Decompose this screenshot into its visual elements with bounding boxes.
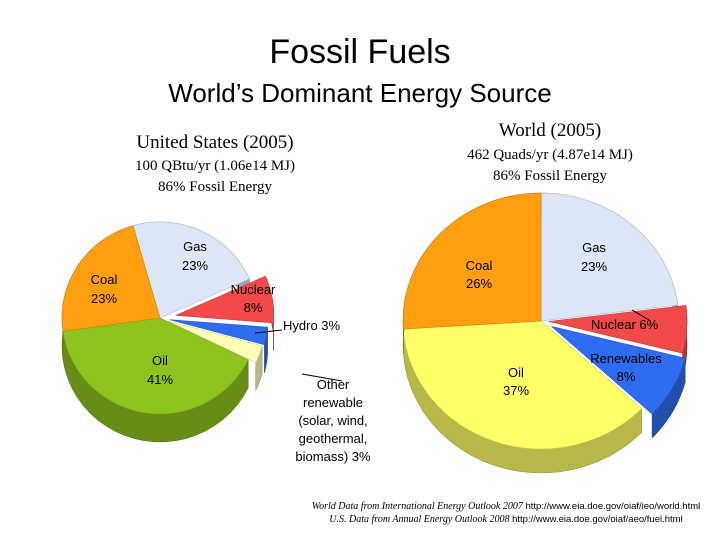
world-coal-label: Coal 26% (466, 258, 493, 291)
world-pie-chart (402, 192, 688, 474)
world-slice-renewables (551, 326, 686, 439)
us-other-line-4: geothermal, (299, 431, 368, 446)
us-slice-top-3 (167, 320, 263, 364)
us-subtitle-line-1: 100 QBtu/yr (1.06e14 MJ) (135, 158, 295, 174)
us-gas-value: 23% (182, 258, 208, 273)
us-coal-label: Coal 23% (91, 272, 118, 306)
world-renewables-value: 8% (617, 369, 636, 384)
world-gas-label: Gas 23% (581, 240, 607, 274)
world-slice-top-2 (551, 326, 686, 415)
us-hydro-label: Hydro 3% (283, 318, 341, 333)
world-coal-name: Coal (466, 258, 493, 273)
world-renewables-label: Renewables 8% (590, 351, 662, 384)
us-subtitle-line-2: 86% Fossil Energy (158, 179, 272, 195)
world-slice-top-4 (402, 192, 542, 330)
us-oil-name: Oil (152, 353, 168, 368)
us-slice-top-4 (62, 317, 249, 415)
us-slice-gas (132, 221, 250, 319)
world-oil-name: Oil (508, 365, 524, 380)
us-nuclear-label: Nuclear 8% (231, 282, 276, 315)
slide-title: Fossil Fuels (269, 33, 451, 71)
us-other-line-3: (solar, wind, (298, 413, 367, 428)
us-oil-label: Oil 41% (147, 353, 173, 387)
us-chart-subtitle: 100 QBtu/yr (1.06e14 MJ) 86% Fossil Ener… (95, 156, 335, 198)
world-subtitle-line-2: 86% Fossil Energy (493, 168, 607, 184)
world-gas-value: 23% (581, 259, 607, 274)
us-slice-top-1 (175, 275, 275, 324)
us-chart-title: United States (2005) (136, 132, 294, 153)
us-slice-oil (62, 317, 249, 443)
source-world: World Data from International Energy Out… (296, 500, 716, 513)
source-us: U.S. Data from Annual Energy Outlook 200… (296, 513, 716, 526)
us-pie-chart (61, 221, 275, 443)
us-other-leader (301, 373, 343, 382)
world-subtitle-line-1: 462 Quads/yr (4.87e14 MJ) (467, 147, 633, 163)
source-world-text: World Data from International Energy Out… (311, 501, 523, 512)
us-coal-name: Coal (91, 272, 118, 287)
us-other-label: Other renewable (solar, wind, geothermal… (295, 377, 371, 464)
us-nuclear-value: 8% (244, 300, 263, 315)
world-coal-value: 26% (466, 276, 492, 291)
us-nuclear-name: Nuclear (231, 282, 276, 297)
world-slice-top-3 (402, 320, 643, 450)
world-oil-label: Oil 37% (503, 365, 529, 398)
source-world-url[interactable]: http://www.eia.doe.gov/oiaf/ieo/world.ht… (525, 501, 701, 512)
us-slice-other (167, 320, 263, 391)
world-oil-value: 37% (503, 383, 529, 398)
us-oil-value: 41% (147, 372, 173, 387)
data-sources: World Data from International Energy Out… (296, 500, 716, 526)
us-other-line-5: biomass) 3% (295, 449, 371, 464)
us-coal-value: 23% (91, 291, 117, 306)
us-slice-top-0 (132, 221, 250, 319)
us-gas-name: Gas (183, 239, 207, 254)
world-slice-coal (402, 192, 542, 354)
world-slice-top-0 (540, 192, 679, 322)
slide-subtitle: World’s Dominant Energy Source (168, 78, 552, 108)
us-slice-coal (61, 225, 161, 360)
us-slice-nuclear (175, 275, 275, 351)
us-other-line-2: renewable (303, 395, 363, 410)
world-nuclear-leader (631, 309, 650, 321)
world-renewables-name: Renewables (590, 351, 662, 366)
source-us-url[interactable]: http://www.eia.doe.gov/oiaf/aeo/fuel.htm… (512, 514, 683, 525)
world-slice-gas (540, 192, 679, 330)
world-slice-top-1 (548, 305, 688, 354)
world-chart-subtitle: 462 Quads/yr (4.87e14 MJ) 86% Fossil Ene… (420, 145, 680, 187)
world-gas-name: Gas (582, 240, 606, 255)
us-slice-top-2 (169, 319, 268, 346)
us-slice-top-5 (61, 225, 161, 332)
us-slice-hydro (169, 319, 268, 373)
us-hydro-leader (254, 329, 283, 334)
us-gas-label: Gas 23% (182, 239, 208, 273)
source-us-text: U.S. Data from Annual Energy Outlook 200… (329, 514, 510, 525)
world-nuclear-label: Nuclear 6% (591, 317, 659, 332)
world-chart-title: World (2005) (498, 120, 602, 141)
